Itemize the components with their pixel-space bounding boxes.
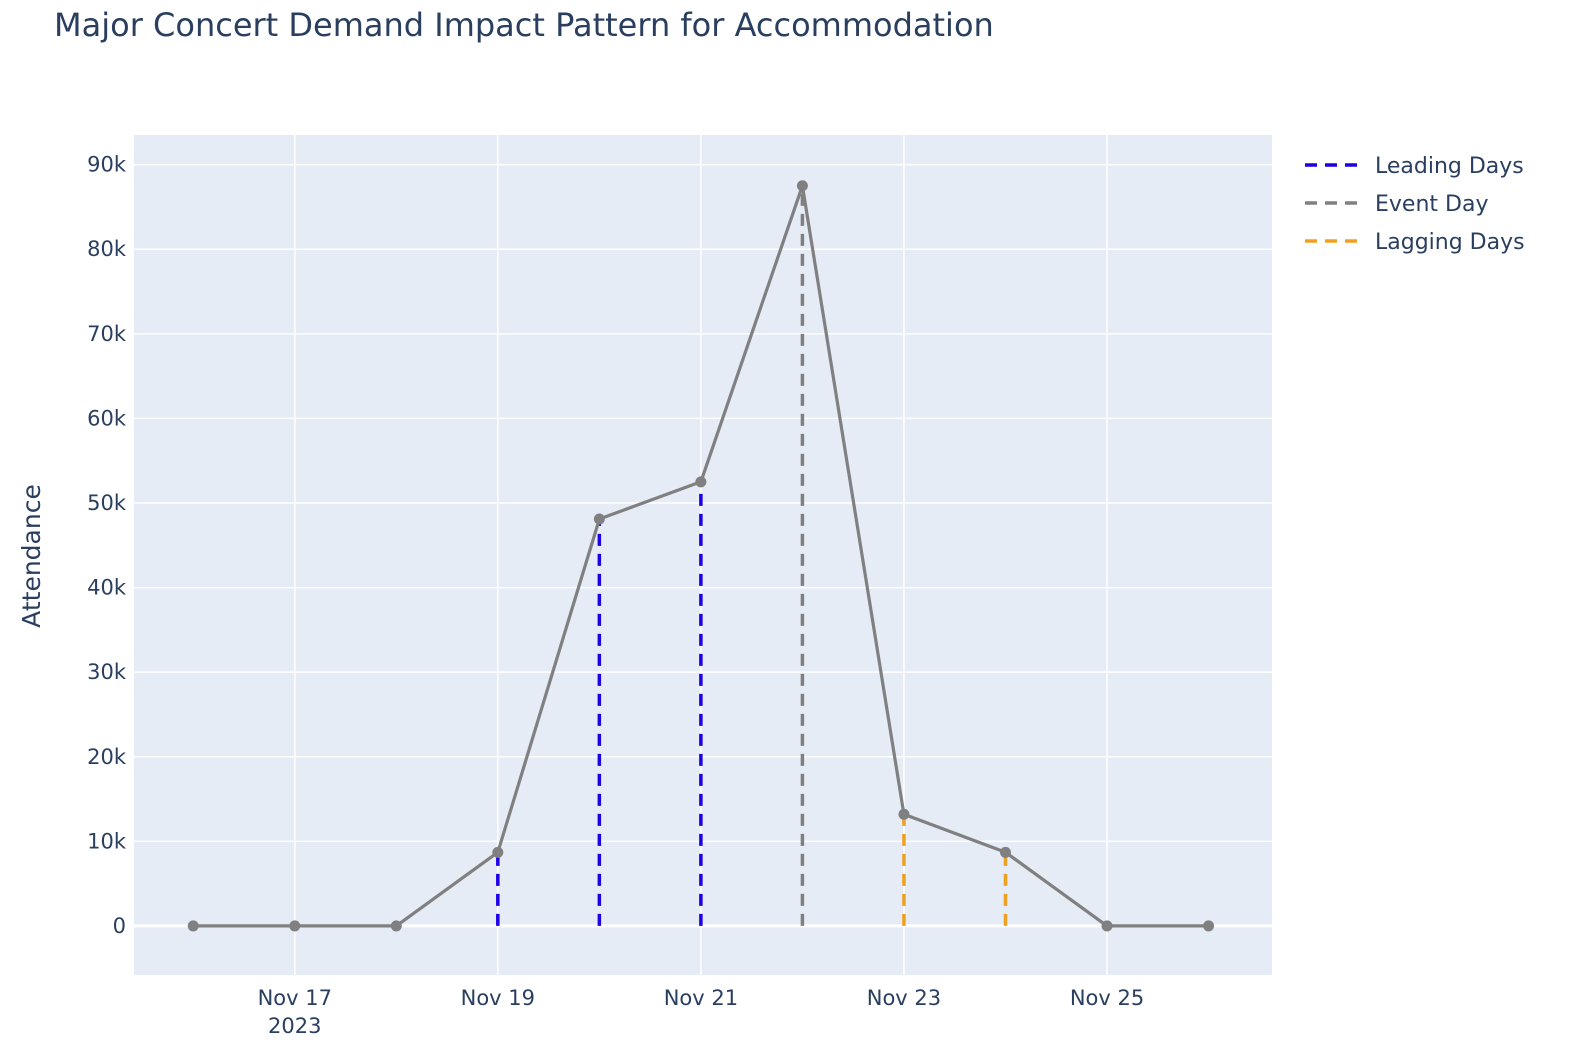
series-leading-days	[496, 481, 703, 926]
data-point[interactable]	[1101, 920, 1113, 932]
legend-item[interactable]: Event Day	[1305, 192, 1488, 217]
data-point[interactable]	[1203, 920, 1215, 932]
y-tick-label: 20k	[87, 745, 127, 769]
series-attendance-line	[187, 180, 1215, 932]
x-tick-label: Nov 21	[664, 986, 738, 1010]
y-tick-label: 90k	[87, 153, 127, 177]
tick-labels: 0 10k 20k 30k 40k 50k 60k 70k 80k 90k Nov 17 2023 No…	[87, 153, 1144, 1038]
legend[interactable]: Leading Days Event Day Lagging Days	[1305, 154, 1525, 255]
series-layer	[187, 180, 1215, 932]
data-point[interactable]	[898, 808, 910, 820]
x-tick-label: Nov 23	[867, 986, 941, 1010]
y-tick-label: 0	[113, 914, 126, 938]
legend-label: Leading Days	[1375, 154, 1524, 179]
chart-title: Major Concert Demand Impact Pattern for …	[54, 6, 994, 44]
y-axis-title: Attendance	[17, 484, 46, 628]
x-year-label: 2023	[268, 1014, 321, 1038]
legend-item[interactable]: Lagging Days	[1305, 230, 1525, 255]
data-point[interactable]	[289, 920, 301, 932]
y-tick-label: 80k	[87, 237, 127, 261]
data-point[interactable]	[492, 846, 504, 858]
y-tick-label: 50k	[87, 491, 127, 515]
y-tick-label: 10k	[87, 829, 127, 853]
data-point[interactable]	[593, 513, 605, 525]
data-point[interactable]	[796, 180, 808, 192]
y-tick-label: 30k	[87, 660, 127, 684]
data-point[interactable]	[187, 920, 199, 932]
y-tick-label: 40k	[87, 576, 127, 600]
legend-item[interactable]: Leading Days	[1305, 154, 1524, 179]
data-point[interactable]	[695, 476, 707, 488]
legend-label: Event Day	[1375, 192, 1488, 217]
y-tick-label: 60k	[87, 406, 127, 430]
x-tick-label: Nov 25	[1070, 986, 1144, 1010]
data-point[interactable]	[999, 846, 1011, 858]
data-point[interactable]	[390, 920, 402, 932]
x-tick-label: Nov 17	[258, 986, 332, 1010]
series-lagging-days	[902, 814, 1008, 926]
plot-area	[134, 135, 1272, 975]
y-tick-label: 70k	[87, 322, 127, 346]
legend-label: Lagging Days	[1375, 230, 1525, 255]
x-tick-label: Nov 19	[461, 986, 535, 1010]
